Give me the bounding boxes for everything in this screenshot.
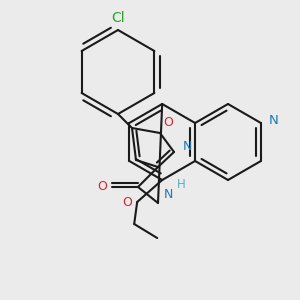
Text: N: N	[269, 113, 279, 127]
Text: O: O	[97, 181, 107, 194]
Text: N: N	[182, 140, 192, 154]
Text: O: O	[122, 196, 132, 208]
Text: O: O	[163, 116, 173, 130]
Text: Cl: Cl	[111, 11, 125, 25]
Text: H: H	[177, 178, 185, 191]
Text: N: N	[163, 188, 173, 202]
